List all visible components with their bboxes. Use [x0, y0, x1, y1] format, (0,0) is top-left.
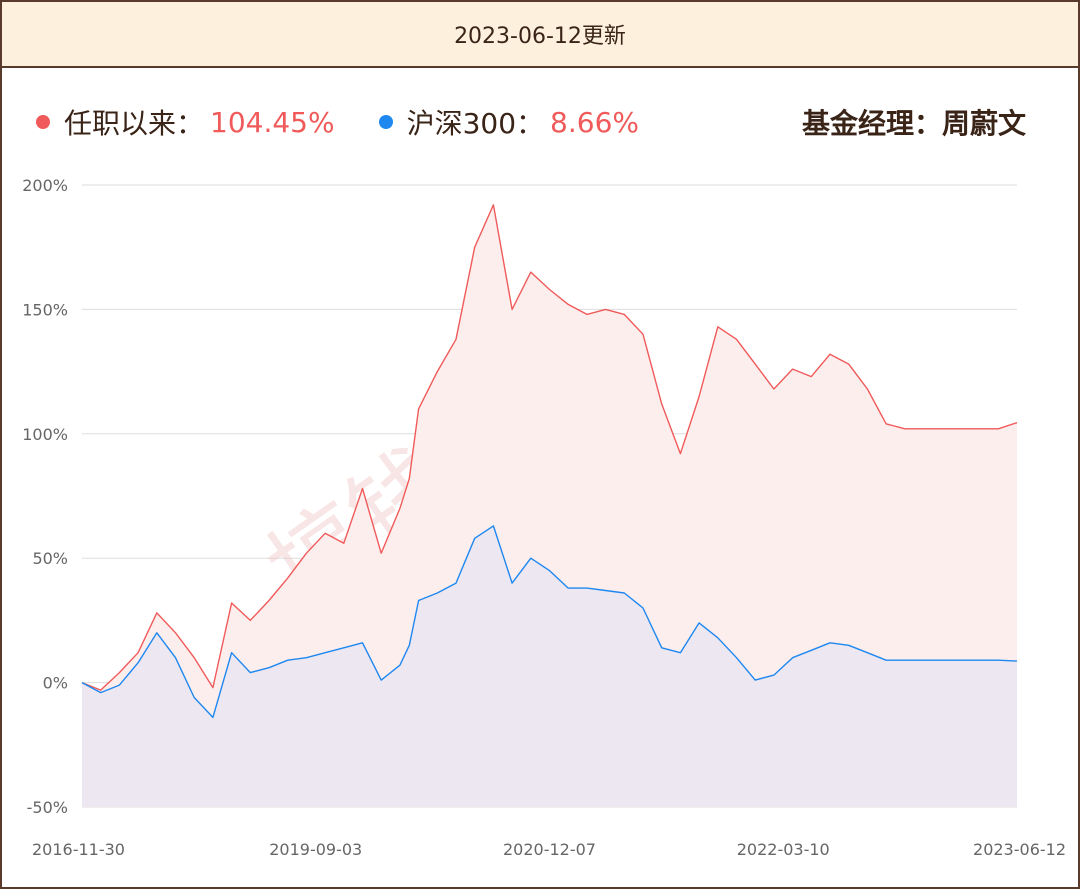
- update-date-text: 2023-06-12更新: [454, 24, 626, 49]
- legend-item-fund[interactable]: 任职以来： 104.45%: [36, 102, 335, 142]
- series-areas: [82, 204, 1017, 807]
- legend-dot-fund-icon: [36, 115, 50, 129]
- x-axis-ticks: 2016-11-30 2019-09-03 2020-12-07 2022-03-10…: [32, 840, 1066, 859]
- y-tick-label: -50%: [27, 798, 68, 817]
- legend-item-index[interactable]: 沪深300： 8.66%: [378, 102, 639, 142]
- y-axis-ticks: 200% 150% 100% 50% 0% -50%: [22, 176, 68, 817]
- legend-value-fund: 104.45%: [210, 105, 335, 139]
- line-fund: [81, 204, 1018, 691]
- x-tick-label: 2020-12-07: [503, 840, 596, 859]
- area-index: [82, 525, 1017, 807]
- y-tick-label: 100%: [22, 425, 68, 444]
- x-tick-label: 2023-06-12: [973, 840, 1066, 859]
- y-tick-label: 200%: [22, 176, 68, 195]
- x-tick-label: 2019-09-03: [269, 840, 362, 859]
- legend-dot-index-icon: [378, 115, 393, 129]
- x-tick-label: 2022-03-10: [737, 840, 830, 859]
- legend-value-index: 8.66%: [550, 105, 639, 139]
- update-date-header: 2023-06-12更新: [2, 2, 1078, 68]
- y-tick-label: 0%: [43, 674, 68, 693]
- legend-label-index: 沪深300：: [406, 107, 545, 140]
- fund-manager-label: 基金经理：周蔚文: [801, 107, 1026, 140]
- legend-label-fund: 任职以来：: [64, 107, 205, 140]
- line-index: [81, 525, 1018, 719]
- y-tick-label: 50%: [32, 549, 68, 568]
- y-tick-label: 150%: [22, 300, 68, 319]
- series-lines: [81, 204, 1018, 719]
- x-tick-label: 2016-11-30: [32, 840, 125, 859]
- chart-legend: 任职以来： 104.45% 沪深300： 8.66%: [36, 102, 683, 142]
